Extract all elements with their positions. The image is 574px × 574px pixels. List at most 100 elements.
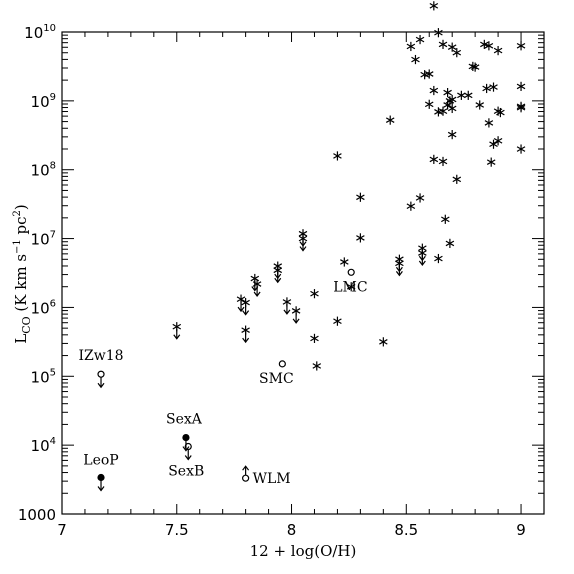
x-tick-label: 7.5 (165, 521, 189, 539)
detection-point (346, 282, 356, 292)
upper-limit-point (291, 306, 301, 324)
detection-point (340, 257, 349, 267)
upper-limit-point (241, 325, 250, 344)
detection-point (475, 100, 485, 110)
detection-point (486, 157, 496, 167)
detection-point (489, 139, 498, 149)
upper-limit-point (273, 265, 283, 284)
detection-point (434, 28, 443, 38)
labeled-objects: IZw18 LeoP SexA SexB WLM SMC LMC (78, 268, 368, 492)
detection-point (496, 107, 505, 118)
detection-point (443, 87, 452, 98)
detection-point (457, 90, 466, 100)
detection-point (516, 81, 526, 91)
detection-point (415, 193, 425, 203)
detection-point (310, 289, 319, 299)
upper-limit-point (298, 233, 308, 252)
detection-point (420, 70, 429, 80)
object-label: WLM (253, 471, 291, 487)
object-label: SexB (168, 464, 204, 480)
object-smc: SMC (259, 360, 294, 387)
detection-point (429, 1, 439, 11)
detection-point (406, 41, 416, 52)
detection-point (447, 129, 457, 140)
object-marker (182, 433, 190, 442)
detection-point (438, 106, 448, 116)
object-sexb: SexB (168, 442, 204, 480)
y-tick-label: 107 (31, 230, 56, 249)
detection-point (333, 151, 342, 161)
detection-point (516, 103, 526, 113)
detection-point (438, 39, 448, 49)
detection-point (356, 192, 365, 202)
detection-point (424, 99, 434, 109)
detection-point (429, 154, 439, 164)
detection-point (493, 45, 503, 56)
x-tick-label: 9 (516, 521, 526, 539)
x-axis-label: 12 + log(O/H) (250, 542, 357, 560)
y-tick-labels: 1000 104 105 106 107 108 109 1010 (18, 23, 56, 524)
upper-limit-point (252, 279, 262, 298)
object-marker (347, 268, 355, 276)
detection-point (516, 41, 526, 51)
upper-limit-point (241, 298, 250, 316)
upper-limit-point (395, 258, 404, 277)
object-marker (242, 474, 250, 482)
detection-point (468, 61, 478, 72)
detection-point (447, 94, 457, 105)
object-sexa: SexA (166, 412, 203, 452)
x-tick-label: 8 (287, 521, 297, 539)
axis-ticks (61, 31, 545, 515)
y-axis-label: LCO (K km s−1 pc2) (12, 204, 33, 344)
detection-point (406, 201, 416, 211)
detection-point (447, 42, 457, 52)
detection-point (434, 253, 443, 264)
detection-point (463, 90, 473, 100)
y-tick-label: 104 (31, 436, 56, 455)
upper-limit-point (418, 248, 427, 267)
y-tick-label: 105 (31, 367, 56, 386)
y-tick-label: 108 (31, 161, 56, 180)
upper-limit-point (282, 297, 292, 315)
detection-point (445, 238, 455, 248)
data-points (172, 1, 526, 371)
object-lmc: LMC (333, 268, 368, 295)
object-label: LeoP (83, 453, 118, 469)
y-tick-label: 109 (31, 92, 56, 111)
detection-point (447, 103, 457, 114)
upper-limit-point (172, 322, 182, 340)
y-tick-label: 1000 (18, 506, 56, 524)
detection-point (385, 115, 395, 125)
detection-point (452, 48, 462, 58)
y-tick-label: 106 (31, 298, 56, 317)
detection-point (484, 41, 494, 51)
upper-limit-point (236, 294, 246, 313)
x-tick-labels: 7 7.5 8 8.5 9 (57, 521, 526, 539)
object-label: LMC (333, 279, 367, 295)
detection-point (452, 174, 462, 184)
detection-point (312, 361, 322, 371)
object-label: SMC (259, 371, 294, 387)
detection-point (310, 333, 319, 344)
object-marker (97, 473, 105, 482)
object-marker (97, 370, 105, 378)
object-wlm: WLM (242, 465, 291, 487)
detection-point (489, 82, 498, 92)
detection-point (411, 54, 420, 65)
detection-point (441, 214, 450, 224)
object-label: IZw18 (78, 348, 123, 364)
object-marker (278, 360, 286, 368)
detection-point (482, 83, 491, 94)
detection-point (484, 118, 494, 128)
object-leop: LeoP (83, 453, 119, 492)
y-tick-label: 1010 (24, 23, 56, 42)
detection-point (438, 156, 448, 167)
object-label: SexA (166, 412, 203, 428)
x-tick-label: 7 (57, 521, 67, 539)
detection-point (493, 136, 503, 146)
detection-point (415, 34, 425, 45)
detection-point (429, 85, 439, 96)
x-tick-label: 8.5 (394, 521, 418, 539)
detection-point (516, 144, 526, 154)
